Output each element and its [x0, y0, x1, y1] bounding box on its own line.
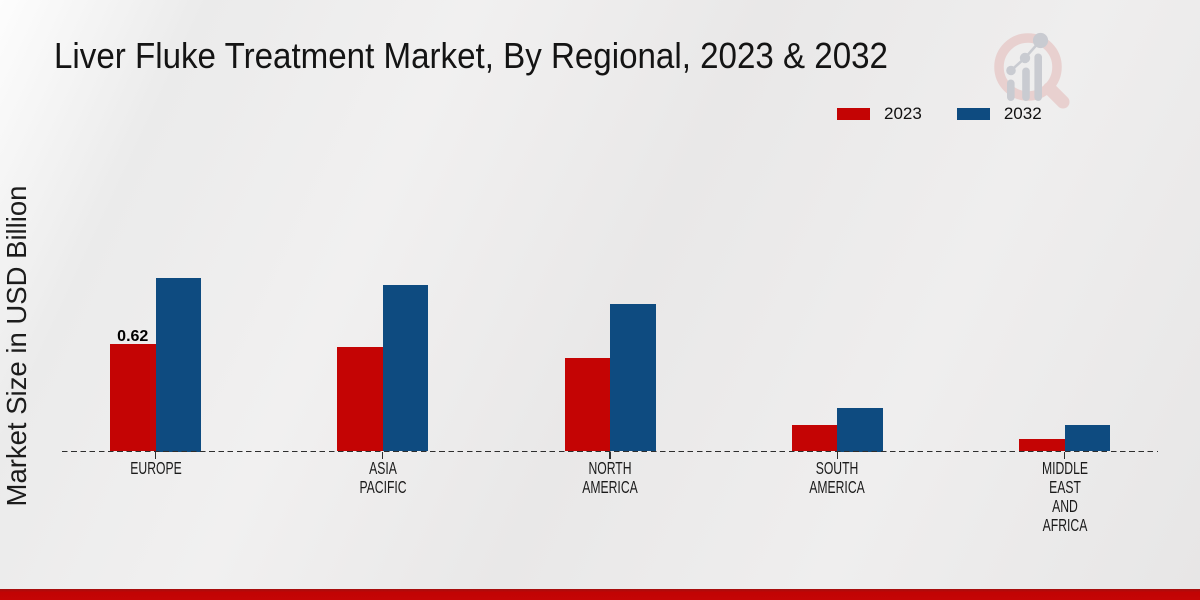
legend-swatch-2023	[837, 108, 870, 120]
bar-2032-europe	[155, 278, 201, 452]
x-tick-label-middle-east-and-africa: MIDDLE EAST AND AFRICA	[1041, 458, 1088, 536]
x-tick-label-asia-pacific: ASIA PACIFIC	[359, 458, 407, 498]
bar-2023-asia-pacific	[337, 347, 383, 452]
legend-swatch-2032	[956, 108, 990, 120]
legend: 2023 2032	[837, 103, 1042, 125]
x-axis-tick-south-america	[836, 451, 839, 459]
legend-item-2023: 2023	[837, 104, 922, 124]
x-tick-label-europe: EUROPE	[129, 458, 182, 479]
bar-2032-south-america	[837, 408, 883, 452]
x-axis-baseline	[62, 450, 1158, 453]
bar-2023-north-america	[564, 357, 611, 452]
bar-2023-south-america	[791, 425, 838, 452]
bar-2023-middle-east-and-africa	[1019, 439, 1065, 452]
chart-title: Liver Fluke Treatment Market, By Regiona…	[54, 35, 888, 76]
footer-accent-bar	[0, 589, 1200, 600]
legend-label-2032: 2032	[1003, 104, 1042, 123]
legend-item-2032: 2032	[956, 104, 1042, 124]
x-tick-label-north-america: NORTH AMERICA	[582, 458, 638, 498]
bar-2032-asia-pacific	[382, 284, 429, 452]
legend-label-2023: 2023	[884, 104, 922, 123]
x-axis-tick-middle-east-and-africa	[1064, 451, 1066, 459]
bar-2023-europe	[110, 343, 156, 452]
brand-logo-magnifier-icon	[994, 32, 1070, 109]
bar-2032-middle-east-and-africa	[1064, 425, 1111, 452]
x-axis-tick-europe	[154, 451, 157, 459]
bar-value-label-0.62: 0.62	[117, 328, 149, 346]
bar-2032-north-america	[610, 304, 656, 452]
x-axis-tick-asia-pacific	[382, 451, 384, 459]
x-tick-label-south-america: SOUTH AMERICA	[809, 458, 866, 498]
x-axis-tick-north-america	[609, 451, 611, 459]
